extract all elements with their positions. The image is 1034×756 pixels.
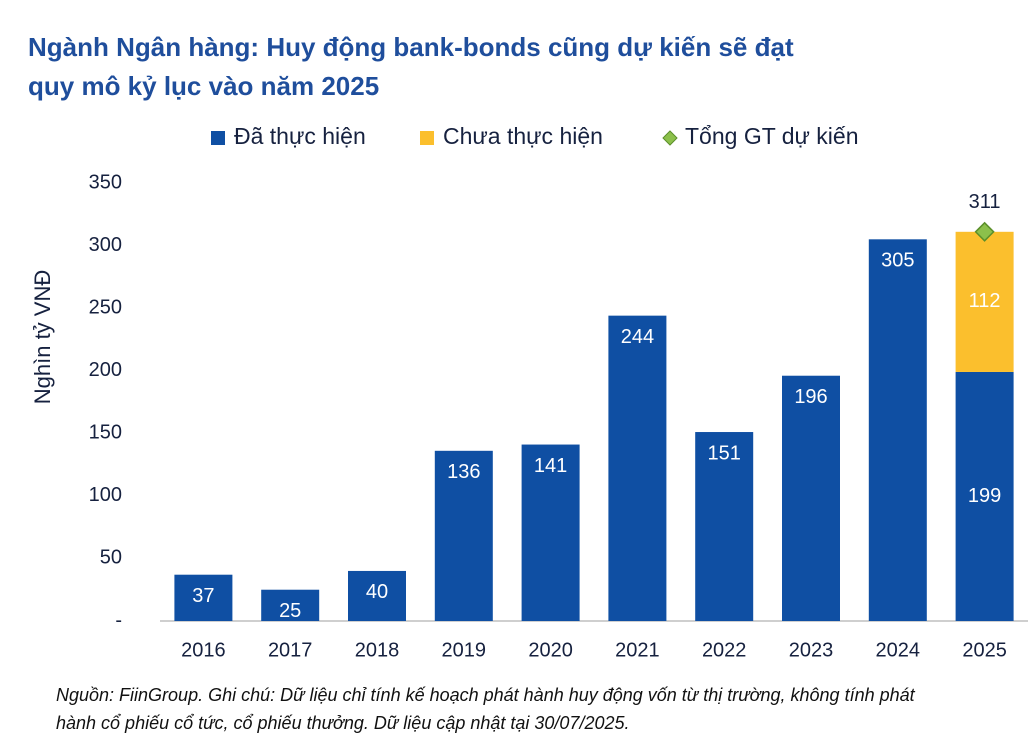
legend-label: Tổng GT dự kiến <box>685 123 859 149</box>
bar <box>868 239 927 622</box>
footnote: Nguồn: FiinGroup. Ghi chú: Dữ liệu chỉ t… <box>56 685 915 733</box>
y-tick-label: 250 <box>89 296 122 318</box>
legend-label: Chưa thực hiện <box>443 123 603 149</box>
bar <box>174 574 233 621</box>
bar <box>695 432 754 621</box>
y-axis-label: Nghìn tỷ VNĐ <box>30 270 55 405</box>
data-label: 37 <box>192 585 214 607</box>
chart: Nghìn tỷ VNĐ - 50 100 150 200 250 300 350 Đã thự… <box>30 123 1028 661</box>
x-tick-label: 2016 <box>181 639 226 661</box>
bar <box>348 570 406 621</box>
data-label: 244 <box>621 326 654 348</box>
data-label: 136 <box>447 461 480 483</box>
y-tick-label: - <box>115 609 122 631</box>
y-tick-label: 150 <box>89 422 122 444</box>
y-tick-label: 300 <box>89 234 122 256</box>
bar <box>521 444 580 621</box>
y-tick-label: 200 <box>89 359 122 381</box>
legend-label: Đã thực hiện <box>234 123 366 149</box>
marker <box>974 221 995 242</box>
x-tick-label: 2022 <box>702 639 747 661</box>
bar <box>782 375 840 621</box>
data-label: 141 <box>534 455 567 477</box>
x-tick-label: 2023 <box>789 639 834 661</box>
bar <box>434 450 493 621</box>
data-label: 25 <box>279 600 301 622</box>
x-tick-label: 2024 <box>876 639 921 661</box>
x-tick-label: 2025 <box>962 639 1007 661</box>
data-label: 40 <box>366 581 388 603</box>
x-tick-label: 2017 <box>268 639 313 661</box>
data-label: 305 <box>881 250 914 272</box>
chart-title: Ngành Ngân hàng: Huy động bank-bonds cũn… <box>28 32 794 101</box>
x-tick-label: 2019 <box>442 639 487 661</box>
y-tick-label: 350 <box>89 171 122 193</box>
data-label: 112 <box>969 290 1001 312</box>
data-label: 196 <box>794 386 827 408</box>
legend-marker <box>662 130 678 146</box>
data-label: 311 <box>969 191 1001 213</box>
y-tick-label: 50 <box>100 547 122 569</box>
bar <box>261 589 320 621</box>
x-tick-label: 2021 <box>615 639 660 661</box>
x-tick-label: 2020 <box>528 639 573 661</box>
bar <box>955 231 1014 372</box>
data-label: 199 <box>968 485 1001 507</box>
y-tick-label: 100 <box>89 484 122 506</box>
legend-swatch <box>420 131 434 145</box>
legend-swatch <box>211 131 225 145</box>
bar <box>955 371 1014 621</box>
bar <box>608 315 667 621</box>
data-label: 151 <box>708 442 741 464</box>
x-tick-label: 2018 <box>355 639 400 661</box>
